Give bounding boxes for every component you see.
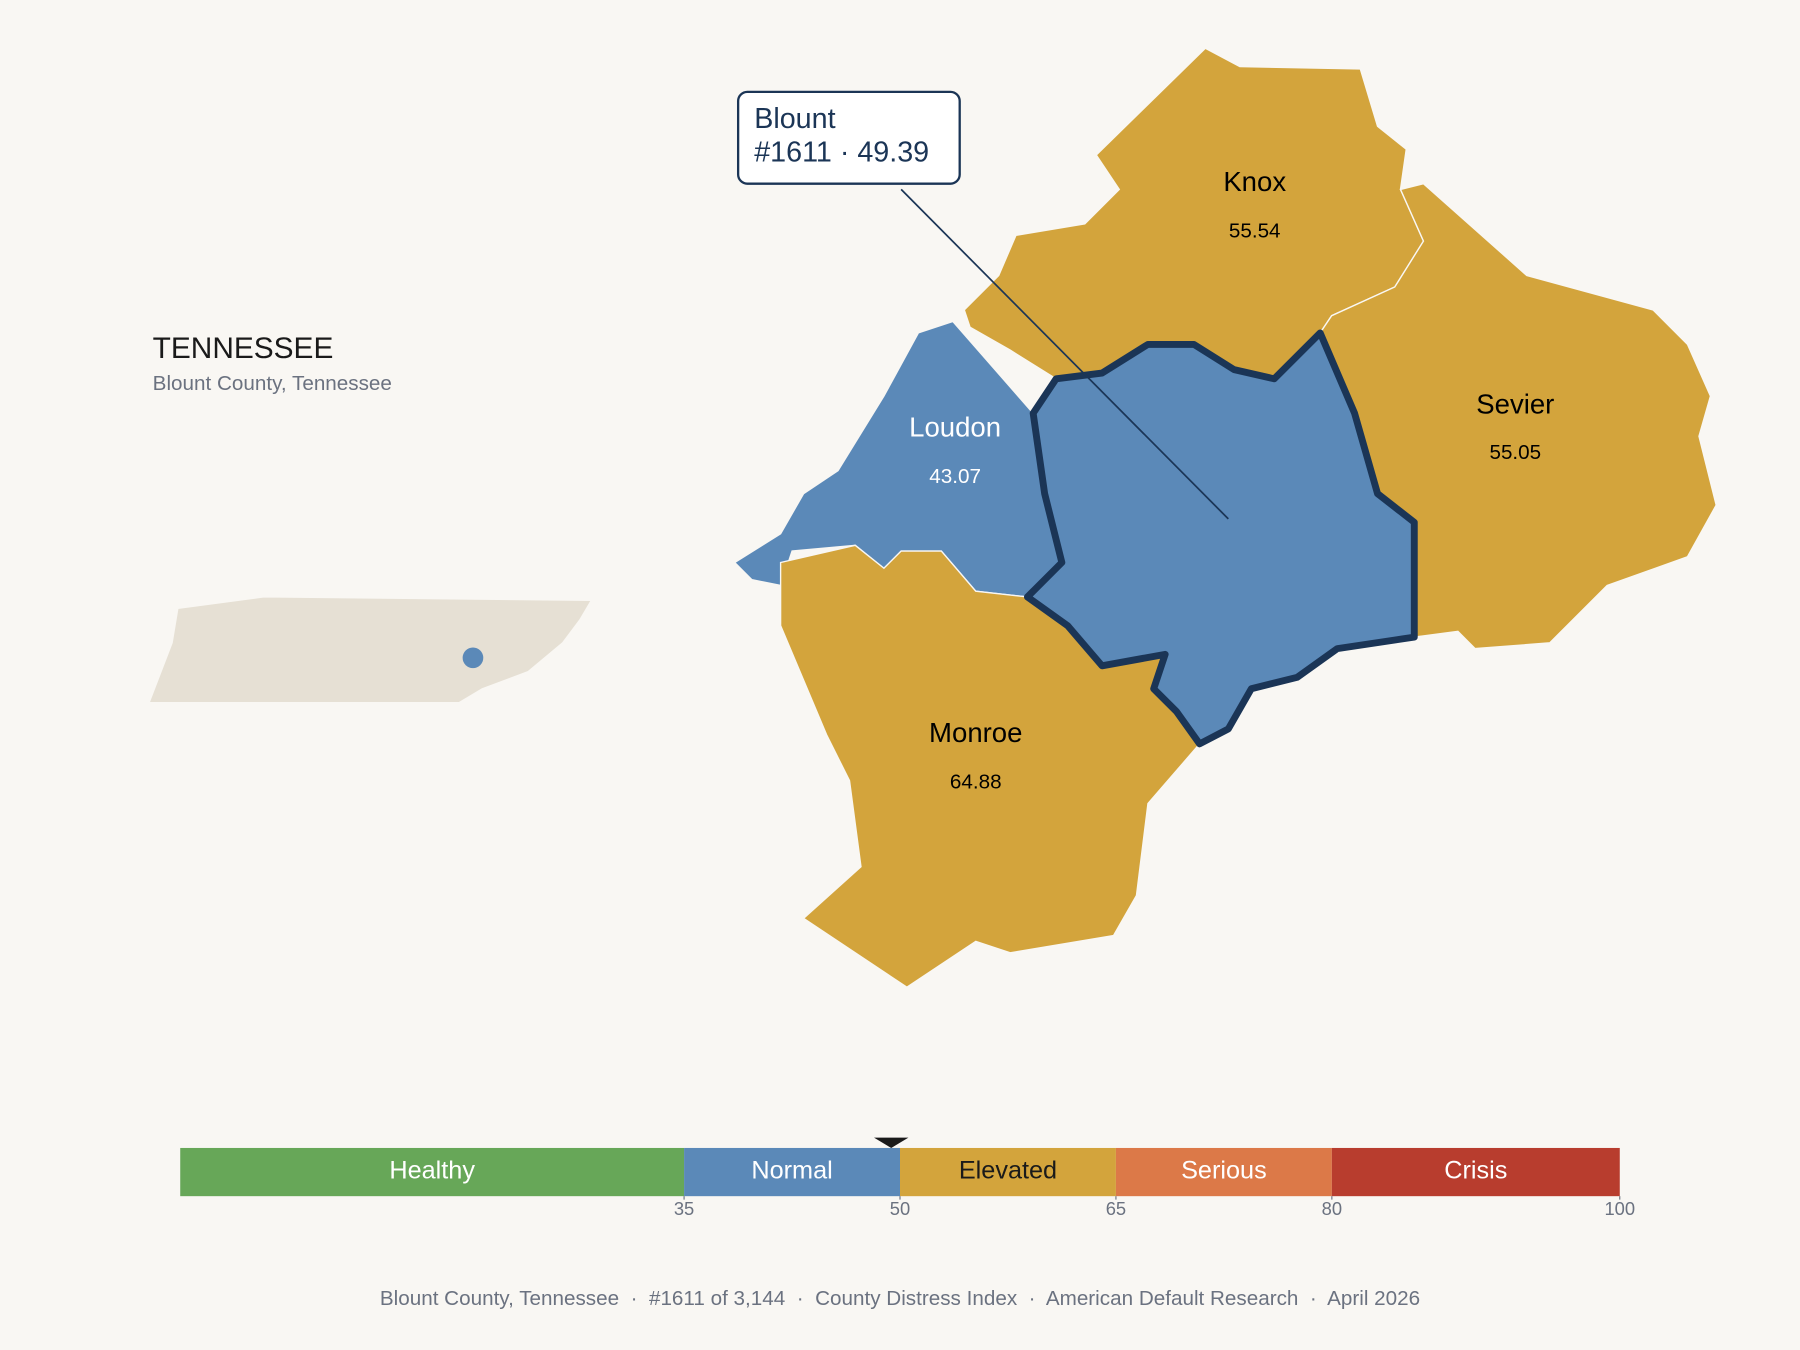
county-score: 64.88 <box>950 770 1002 793</box>
state-title: TENNESSEE <box>153 332 334 365</box>
county-name: Monroe <box>929 717 1022 748</box>
footer: Blount County, Tennessee · #1611 of 3,14… <box>380 1287 1420 1310</box>
scale-tick-label: 100 <box>1604 1198 1635 1219</box>
county-score: 43.07 <box>929 465 981 488</box>
scale-segment <box>1115 1147 1332 1197</box>
tooltip-title: Blount <box>754 103 835 135</box>
county-score: 55.54 <box>1229 219 1281 242</box>
scale-tick-label: 65 <box>1106 1198 1126 1219</box>
tooltip-box <box>736 90 961 185</box>
scale-marker <box>873 1137 909 1148</box>
scale-segment <box>180 1147 685 1197</box>
inset-highlight <box>462 647 484 669</box>
tooltip-line: #1611 · 49.39 <box>754 136 929 168</box>
scale-segment <box>1331 1147 1620 1197</box>
scale-label: Elevated <box>959 1157 1057 1185</box>
scale-segment <box>900 1147 1116 1197</box>
scale-tick-label: 50 <box>890 1198 910 1219</box>
state-subtitle: Blount County, Tennessee <box>153 372 392 395</box>
county-name: Sevier <box>1476 389 1554 420</box>
county-score: 55.05 <box>1489 441 1541 464</box>
scale-tick-label: 80 <box>1322 1198 1342 1219</box>
state-inset <box>148 596 593 704</box>
scale-label: Healthy <box>389 1157 475 1185</box>
scale-tick-label: 35 <box>674 1198 694 1219</box>
county-name: Loudon <box>909 412 1001 443</box>
scale-segment <box>684 1147 900 1197</box>
county-shape[interactable] <box>1023 329 1418 748</box>
scale-label: Normal <box>751 1157 832 1185</box>
scale-label: Serious <box>1181 1157 1267 1185</box>
county-name: Knox <box>1223 166 1286 197</box>
scale-label: Crisis <box>1444 1157 1507 1185</box>
leader-line <box>900 188 1229 520</box>
